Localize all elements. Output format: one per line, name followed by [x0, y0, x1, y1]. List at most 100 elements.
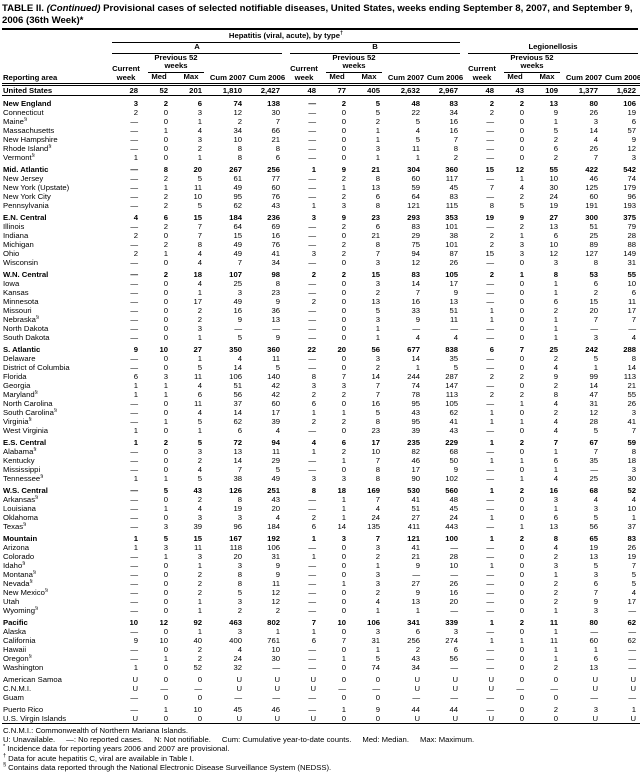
value-cell: 2 — [197, 314, 202, 324]
value-cell: 2 — [519, 191, 525, 201]
value-cell: — — [486, 425, 495, 435]
value-cell: 8 — [311, 371, 316, 381]
value-cell: 8 — [489, 200, 495, 210]
value-cell: 4 — [553, 398, 559, 408]
value-cell: 3 — [197, 446, 202, 456]
value-cell: 48 — [449, 494, 459, 504]
legionellosis-header: Legionellosis — [464, 42, 640, 54]
value-cell: 95 — [411, 416, 420, 426]
value-cell: — — [486, 191, 495, 201]
value-cell: 92 — [193, 617, 202, 627]
value-cell: 30 — [627, 473, 637, 483]
table-row: Nebraska§ —0 2 9 13—0 3 9 11 1 0 1 7 7 — [2, 315, 640, 324]
value-cell: 10 — [627, 503, 637, 513]
value-cell: 6 — [163, 212, 168, 222]
value-cell: — — [130, 296, 138, 306]
value-cell: 60 — [589, 191, 599, 201]
table-row: Guam — 0 0 — — — 0 0 — — — 0 0 — — — [2, 693, 640, 702]
value-cell: 360 — [267, 344, 280, 354]
value-cell: 1 — [553, 332, 559, 342]
value-cell: 43 — [411, 407, 420, 417]
max-header: Max — [352, 72, 386, 87]
value-cell: U — [310, 674, 316, 684]
value-cell: 0 — [519, 605, 525, 615]
value-cell: 14 — [589, 125, 599, 135]
reporting-area-cell: Rhode Island§ — [3, 143, 52, 153]
value-cell: 802 — [267, 617, 280, 627]
value-cell: 80 — [589, 617, 599, 627]
value-cell: 236 — [267, 212, 280, 222]
value-cell: 5 — [275, 464, 280, 474]
value-cell: 0 — [341, 542, 346, 552]
reporting-area-cell: Wyoming§ — [3, 605, 39, 615]
value-cell: 17 — [449, 278, 459, 288]
value-cell: — — [590, 323, 599, 333]
value-cell: 3 — [311, 212, 316, 222]
table-row: Florida 6 3 11 106 140 8 7 14 244 287 2 2 9 99 113 — [2, 372, 640, 381]
table-row: Washington 1 0 52 32 — — 0 74 34 — — 0 2 13 — — [2, 663, 640, 672]
value-cell: 2 — [489, 98, 495, 108]
value-cell: — — [308, 503, 316, 513]
value-cell: — — [486, 662, 495, 672]
value-cell: 49 — [233, 239, 242, 249]
value-cell: 2 — [519, 98, 525, 108]
value-cell: 2 — [133, 107, 138, 117]
value-cell: 7 — [631, 314, 637, 324]
value-cell: 1 — [553, 569, 559, 579]
table-row: Missouri — 0 2 16 36 — 0 5 33 51 1 0 2 20 17 — [2, 306, 640, 315]
value-cell: 405 — [352, 84, 386, 96]
value-cell: 1 — [553, 605, 559, 615]
table-row: New York City — 2 10 95 76 — 2 6 64 83 — 2 24 60 96 — [2, 192, 640, 201]
value-cell: 2 — [133, 230, 138, 240]
value-cell: 0 — [341, 332, 346, 342]
value-cell: — — [130, 305, 138, 315]
value-cell: 1 — [553, 116, 559, 126]
med-header: Med — [322, 72, 352, 87]
value-cell: 1 — [163, 473, 168, 483]
value-cell: 0 — [197, 713, 202, 723]
value-cell: 27 — [411, 578, 420, 588]
value-cell: 293 — [407, 212, 420, 222]
value-cell: 1 — [415, 362, 420, 372]
value-cell: 118 — [229, 542, 242, 552]
value-cell: 8 — [311, 485, 316, 495]
value-cell: 7 — [311, 617, 316, 627]
value-cell: 1 — [197, 626, 202, 636]
value-cell: 17 — [627, 305, 637, 315]
value-cell: 1 — [197, 332, 202, 342]
value-cell: 12 — [589, 407, 599, 417]
value-cell: 9 — [453, 287, 459, 297]
value-cell: 1 — [489, 437, 495, 447]
reporting-area-cell: Missouri — [3, 305, 32, 315]
value-cell: 60 — [271, 182, 280, 192]
value-cell: 37 — [233, 398, 242, 408]
reporting-area-header: Reporting area — [2, 53, 108, 86]
value-cell: 2 — [375, 116, 380, 126]
value-cell: 0 — [163, 278, 168, 288]
value-cell: 1 — [375, 125, 380, 135]
value-cell: 67 — [589, 437, 599, 447]
reporting-area-cell: California — [3, 635, 36, 645]
value-cell: 46 — [271, 704, 280, 714]
value-cell: — — [130, 653, 138, 663]
value-cell: 1 — [489, 560, 495, 570]
table-row: Kentucky — 0 2 14 29 — 1 7 46 50 1 1 6 35 18 — [2, 456, 640, 465]
value-cell: 9 — [519, 212, 525, 222]
table-row: Oregon§ — 1 2 24 30 — 1 5 43 56 — 0 1 6 — — [2, 654, 640, 663]
value-cell: 6 — [197, 98, 202, 108]
value-cell: 12 — [515, 164, 525, 174]
value-cell: — — [486, 143, 495, 153]
value-cell: 0 — [341, 398, 346, 408]
value-cell: 1 — [341, 512, 346, 522]
table-row: North Dakota — 0 3 — — — 0 1 — — — 0 1 — — — [2, 324, 640, 333]
value-cell: 0 — [519, 692, 525, 702]
value-cell: 1 — [593, 644, 599, 654]
value-cell: 75 — [411, 239, 420, 249]
value-cell: 542 — [623, 164, 637, 174]
value-cell: U — [592, 674, 599, 684]
reporting-area-cell: Arizona — [3, 542, 30, 552]
value-cell: — — [486, 362, 495, 372]
value-cell: 102 — [445, 473, 459, 483]
value-cell: 115 — [445, 200, 459, 210]
value-cell: — — [412, 692, 420, 702]
